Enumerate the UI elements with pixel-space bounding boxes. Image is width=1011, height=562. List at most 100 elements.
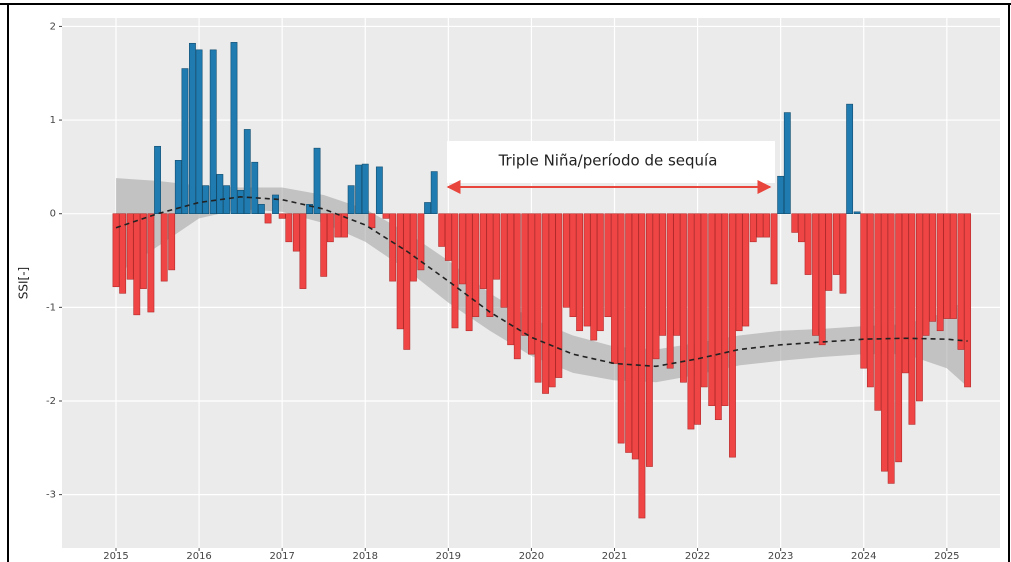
y-tick-label: -1 bbox=[46, 302, 56, 313]
bar bbox=[866, 213, 874, 388]
bar bbox=[486, 213, 494, 318]
bar bbox=[853, 211, 861, 215]
bar bbox=[548, 213, 556, 388]
bar bbox=[839, 213, 847, 294]
bar bbox=[659, 213, 667, 336]
bar bbox=[922, 213, 930, 336]
x-tick-label: 2021 bbox=[602, 551, 627, 562]
bar bbox=[604, 213, 612, 318]
bar bbox=[729, 213, 736, 458]
bar bbox=[355, 164, 363, 215]
bar bbox=[777, 175, 785, 215]
bar bbox=[783, 112, 791, 215]
bar bbox=[749, 213, 757, 243]
band-layer bbox=[116, 178, 968, 387]
bar bbox=[493, 213, 500, 280]
bar bbox=[881, 213, 888, 472]
bar bbox=[119, 213, 127, 294]
bar bbox=[299, 213, 307, 289]
bar bbox=[929, 213, 937, 322]
bar bbox=[569, 213, 577, 318]
x-tick-label: 2016 bbox=[186, 551, 211, 562]
x-tick-label: 2022 bbox=[685, 551, 710, 562]
bar bbox=[112, 213, 120, 288]
bar bbox=[763, 213, 770, 238]
bar bbox=[444, 213, 452, 261]
bar bbox=[465, 213, 473, 332]
bar bbox=[257, 204, 265, 215]
bar bbox=[174, 160, 182, 215]
bar bbox=[410, 213, 417, 282]
trend-layer bbox=[115, 196, 968, 368]
bar bbox=[424, 202, 431, 215]
x-tick-label: 2019 bbox=[436, 551, 461, 562]
bar bbox=[375, 166, 383, 215]
bar bbox=[243, 129, 251, 215]
bar bbox=[202, 185, 210, 215]
bar bbox=[611, 213, 618, 364]
bar bbox=[825, 213, 833, 291]
bar bbox=[756, 213, 764, 238]
bar bbox=[292, 213, 300, 252]
bar bbox=[160, 213, 168, 282]
bar bbox=[791, 213, 799, 233]
bar bbox=[714, 213, 722, 421]
bar bbox=[500, 213, 508, 308]
bar bbox=[915, 213, 923, 402]
bar bbox=[216, 174, 224, 215]
bar bbox=[361, 163, 369, 215]
bar bbox=[936, 213, 944, 332]
axes: -3 -2 -1 0 1 2 2015 2016 2017 2018 2019 2020 2021 202… bbox=[46, 21, 960, 562]
bar bbox=[209, 49, 217, 215]
bar bbox=[652, 213, 660, 360]
bar bbox=[735, 213, 743, 332]
confidence-band bbox=[116, 178, 968, 387]
bar bbox=[306, 204, 314, 215]
bar bbox=[430, 171, 438, 215]
bar bbox=[798, 213, 805, 243]
bar bbox=[721, 213, 729, 406]
bar bbox=[438, 213, 446, 247]
bar bbox=[396, 213, 404, 330]
bar bbox=[168, 213, 176, 271]
bar bbox=[555, 213, 563, 378]
bar bbox=[666, 213, 674, 369]
bar bbox=[147, 213, 155, 313]
bar bbox=[459, 213, 466, 285]
bar bbox=[181, 68, 189, 215]
bar bbox=[860, 213, 868, 369]
bar bbox=[472, 213, 480, 318]
x-tick-label: 2024 bbox=[851, 551, 876, 562]
bar bbox=[943, 213, 951, 319]
bar bbox=[542, 213, 549, 394]
bar bbox=[278, 213, 286, 219]
bar bbox=[195, 49, 203, 215]
bar bbox=[513, 213, 521, 360]
bar bbox=[694, 213, 701, 425]
bar bbox=[154, 145, 161, 215]
bar bbox=[596, 213, 604, 332]
bar bbox=[812, 213, 819, 336]
y-tick-label: 0 bbox=[50, 209, 56, 220]
bar bbox=[451, 213, 459, 329]
bar bbox=[804, 213, 812, 275]
bar bbox=[389, 213, 397, 282]
bar bbox=[313, 147, 321, 215]
bar bbox=[887, 213, 895, 484]
bar bbox=[479, 213, 487, 289]
bar bbox=[950, 213, 957, 319]
bar bbox=[708, 213, 716, 406]
bar bbox=[126, 213, 134, 280]
annotation-box bbox=[447, 141, 775, 183]
bar bbox=[846, 103, 854, 215]
x-tick-label: 2017 bbox=[269, 551, 294, 562]
bar bbox=[285, 213, 293, 243]
bar bbox=[590, 213, 598, 341]
y-tick-label: -3 bbox=[46, 490, 56, 501]
x-tick-label: 2015 bbox=[103, 551, 128, 562]
bar bbox=[403, 213, 411, 350]
x-tick-label: 2020 bbox=[519, 551, 544, 562]
y-tick-label: 2 bbox=[50, 21, 56, 32]
y-tick-label: 1 bbox=[50, 115, 56, 126]
